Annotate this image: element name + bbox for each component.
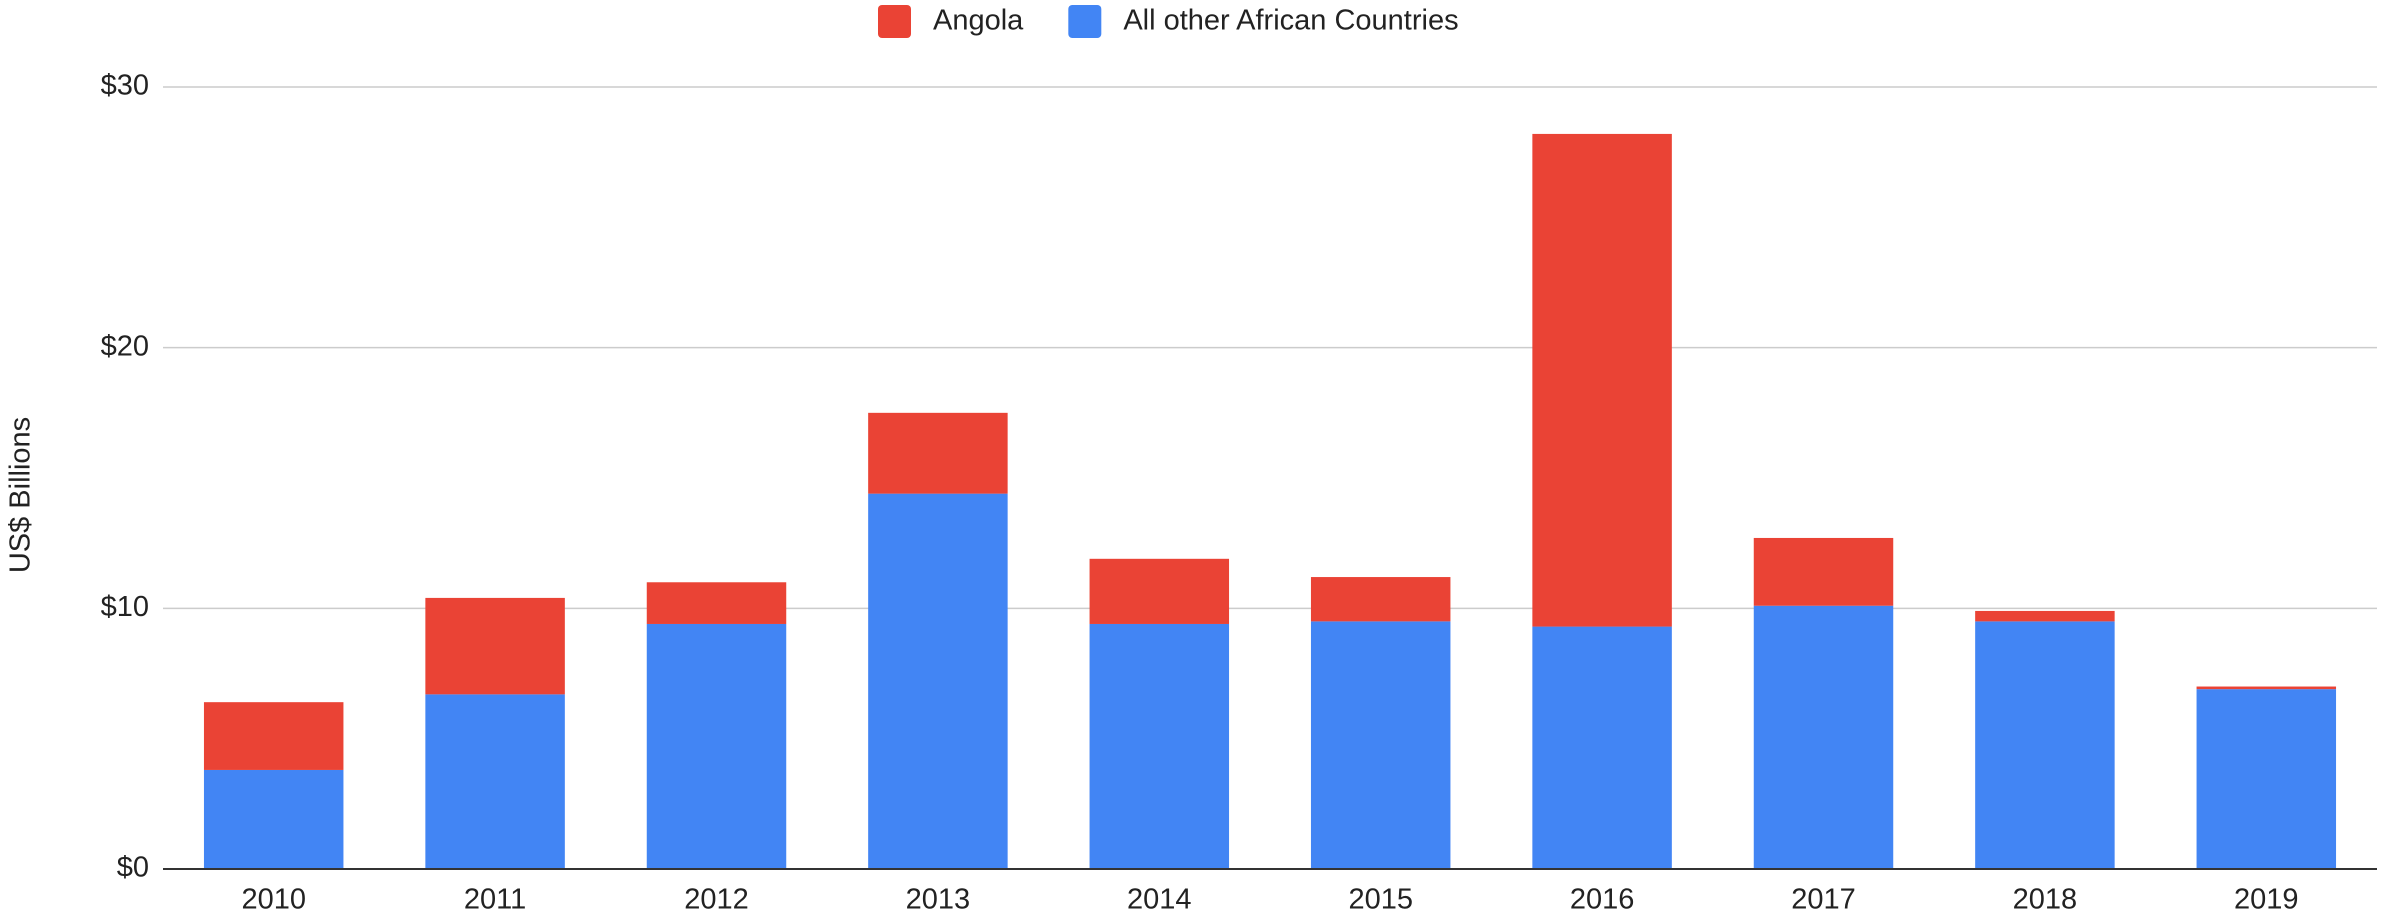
y-axis-label: US$ Billions: [5, 417, 37, 573]
x-tick-label: 2013: [906, 884, 971, 916]
y-tick-label: $30: [101, 70, 149, 102]
x-tick-label: 2018: [2013, 884, 2078, 916]
y-tick-label: $10: [101, 591, 149, 623]
bar-segment: [425, 597, 565, 695]
bar-segment: [2196, 689, 2337, 869]
bar-segment: [646, 623, 787, 869]
x-tick-label: 2011: [464, 884, 526, 916]
bar-segment: [1975, 610, 2115, 622]
legend-swatch: [1068, 5, 1102, 38]
x-tick-label: 2010: [241, 884, 306, 916]
bar-segment: [1975, 621, 2115, 869]
bar-segment: [1753, 605, 1894, 869]
bar-segment: [1310, 621, 1451, 869]
bar-segment: [1753, 537, 1894, 606]
bar-segment: [1089, 623, 1230, 869]
bar-segment: [868, 493, 1008, 869]
bar-segment: [1532, 626, 1672, 869]
x-tick-label: 2017: [1791, 884, 1856, 916]
bar-segment: [203, 702, 344, 770]
legend-swatch: [878, 5, 911, 38]
x-tick-label: 2012: [684, 884, 749, 916]
y-tick-label: $20: [101, 330, 149, 362]
x-tick-label: 2019: [2234, 884, 2299, 916]
legend-label: Angola: [933, 5, 1024, 37]
legend-label: All other African Countries: [1123, 5, 1458, 37]
bar-segment: [1310, 577, 1451, 622]
bar-segment: [1089, 558, 1230, 624]
x-tick-label: 2015: [1348, 884, 1413, 916]
y-tick-label: $0: [117, 852, 149, 884]
bar-segment: [868, 412, 1008, 494]
bar-segment: [646, 582, 787, 624]
bar-segment: [1532, 133, 1672, 627]
bar-segment: [425, 694, 565, 869]
x-tick-label: 2014: [1127, 884, 1192, 916]
bar-segment: [2196, 686, 2337, 690]
x-tick-label: 2016: [1570, 884, 1635, 916]
bar-segment: [203, 769, 344, 869]
